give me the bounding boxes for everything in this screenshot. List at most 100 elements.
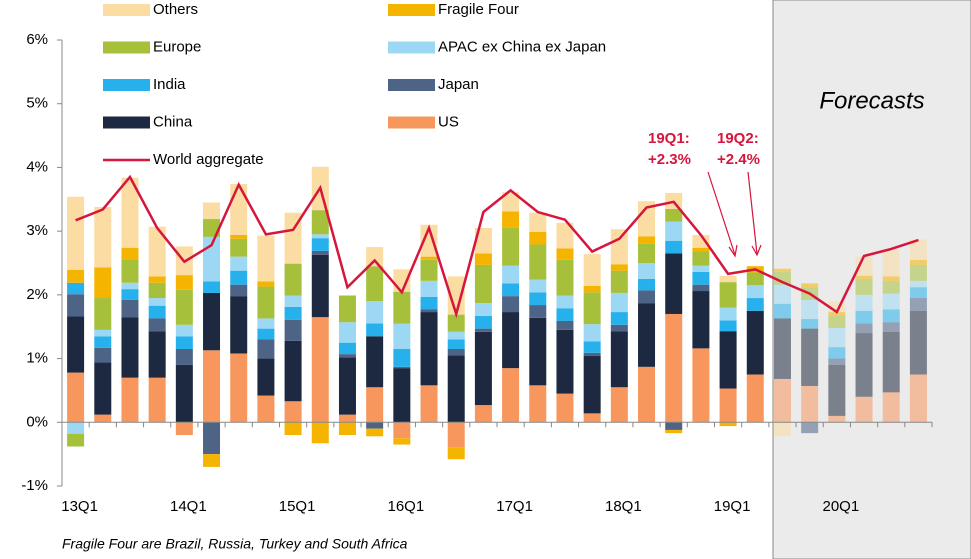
bar-segment — [610, 229, 628, 265]
y-tick-label: 5% — [26, 95, 48, 112]
bar-segment — [556, 329, 574, 394]
x-tick-label: 13Q1 — [61, 498, 98, 515]
bar-segment — [393, 438, 411, 445]
bar-segment — [311, 210, 329, 235]
bar-segment — [257, 395, 275, 423]
bar-segment — [121, 377, 139, 423]
bar-segment — [203, 454, 221, 467]
bar-segment — [474, 303, 492, 316]
x-tick-label: 18Q1 — [605, 498, 642, 515]
bar-segment — [855, 278, 873, 295]
legend-label: US — [438, 113, 459, 130]
bar-segment — [801, 422, 819, 434]
bar-segment — [94, 414, 112, 423]
bar-segment — [529, 231, 547, 245]
bar-segment — [366, 387, 384, 423]
bar-segment — [801, 319, 819, 329]
bar-segment — [828, 415, 846, 423]
bar-segment — [855, 256, 873, 276]
bar-segment — [855, 323, 873, 334]
bar-segment — [175, 289, 193, 325]
y-tick-label: 6% — [26, 31, 48, 48]
bar-segment — [502, 283, 520, 297]
bar-segment — [529, 305, 547, 318]
bar-segment — [502, 211, 520, 228]
bar-segment — [447, 339, 465, 350]
legend-swatch — [103, 41, 150, 54]
bar-segment — [94, 206, 112, 268]
bar-segment — [502, 192, 520, 212]
bar-segment — [746, 285, 764, 299]
bar-segment — [257, 328, 275, 340]
bar-segment — [882, 293, 900, 310]
bar-segment — [610, 292, 628, 313]
bar-segment — [828, 358, 846, 365]
bar-segment — [773, 422, 791, 437]
bar-segment — [175, 349, 193, 365]
bar-segment — [420, 256, 438, 260]
x-tick-label: 20Q1 — [822, 498, 859, 515]
bar-segment — [257, 286, 275, 319]
bar-segment — [801, 299, 819, 320]
bar-segment — [692, 348, 710, 423]
bar-segment — [692, 271, 710, 285]
bar-segment — [203, 422, 221, 455]
bar-segment — [338, 342, 356, 355]
bar-segment — [746, 310, 764, 375]
bar-segment — [909, 280, 927, 288]
bar-segment — [67, 433, 85, 447]
bar-segment — [529, 244, 547, 280]
bar-segment — [175, 364, 193, 423]
legend-label: Japan — [438, 76, 479, 93]
bar-segment — [203, 281, 221, 293]
bar-segment — [420, 385, 438, 423]
bar-segment — [665, 429, 683, 434]
bar-segment — [393, 323, 411, 350]
bar-segment — [121, 247, 139, 260]
bar-segment — [638, 303, 656, 367]
bar-segment — [909, 287, 927, 299]
bar-segment — [311, 238, 329, 251]
legend-swatch — [388, 4, 435, 16]
bar-segment — [474, 253, 492, 265]
legend-swatch — [103, 116, 150, 129]
bar-segment — [556, 393, 574, 423]
bar-segment — [610, 264, 628, 271]
legend-swatch — [103, 79, 150, 91]
annotation: +2.4% — [717, 151, 760, 168]
bar-segment — [175, 275, 193, 290]
legend-label: Europe — [153, 38, 201, 55]
bar-segment — [583, 413, 601, 423]
bar-segment — [447, 314, 465, 332]
bar-segment — [882, 276, 900, 281]
bar-segment — [148, 282, 166, 299]
bar-segment — [855, 333, 873, 397]
bar-segment — [393, 366, 411, 369]
bar-segment — [284, 422, 302, 436]
bar-segment — [311, 250, 329, 255]
bar-segment — [583, 254, 601, 286]
y-tick-label: 4% — [26, 158, 48, 175]
bar-segment — [230, 270, 248, 285]
bar-segment — [583, 292, 601, 325]
bar-segment — [474, 331, 492, 406]
bar-segment — [447, 447, 465, 460]
bar-segment — [719, 320, 737, 332]
bar-segment — [746, 374, 764, 423]
bar-segment — [583, 324, 601, 342]
bar-segment — [366, 301, 384, 324]
bar-segment — [338, 422, 356, 436]
bar-segment — [638, 278, 656, 291]
bar-segment — [719, 388, 737, 423]
bar-segment — [175, 422, 193, 436]
bar-segment — [909, 310, 927, 375]
bar-segment — [366, 422, 384, 429]
bar-segment — [502, 227, 520, 266]
bar-segment — [94, 336, 112, 348]
bar-segment — [366, 247, 384, 267]
bar-segment — [801, 283, 819, 288]
bar-segment — [828, 315, 846, 328]
bar-segment — [746, 272, 764, 286]
legend-swatch — [103, 4, 150, 16]
bar-segment — [284, 319, 302, 341]
